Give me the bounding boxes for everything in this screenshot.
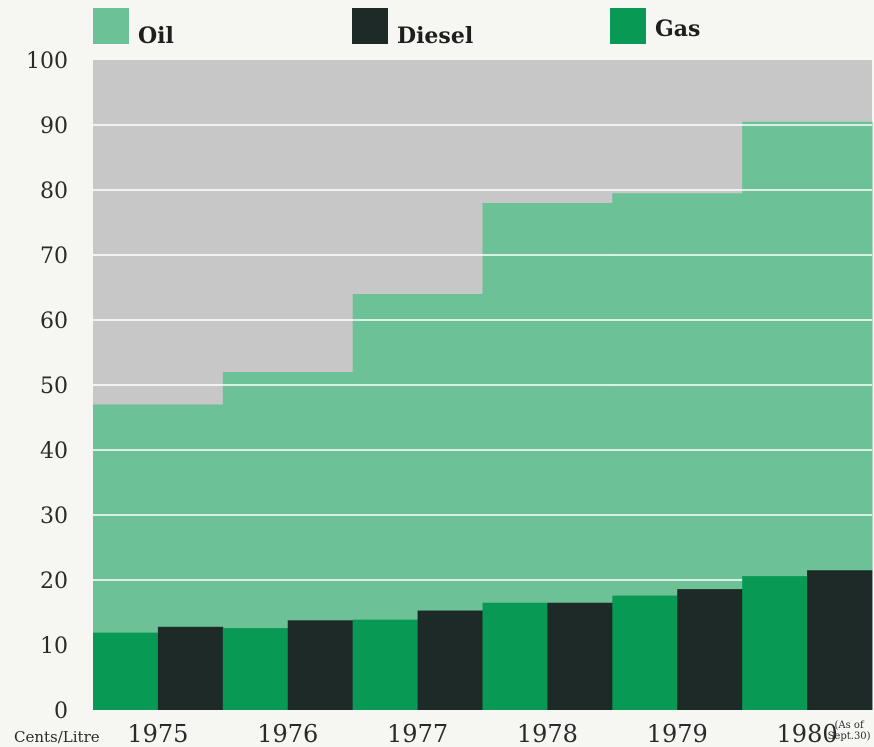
diesel-bar-1975 (157, 626, 224, 710)
gas-bar-1978 (482, 602, 548, 710)
legend: Oil Diesel Gas (93, 8, 700, 49)
gas-bar-1975 (93, 632, 159, 710)
legend-swatch-diesel (352, 8, 388, 44)
diesel-bar-1976 (287, 620, 354, 710)
y-tick-label: 100 (26, 49, 68, 74)
gas-bar-1977 (352, 619, 418, 710)
x-tick-label: 1977 (387, 720, 448, 747)
diesel-bar-1978 (547, 602, 613, 710)
y-tick-label: 40 (40, 439, 68, 464)
x-tick-note: (As of (835, 720, 865, 731)
gas-bar-1979 (612, 595, 678, 710)
gas-bar-1976 (222, 628, 289, 710)
y-tick-label: 60 (40, 309, 68, 334)
gas-bar-1980 (742, 576, 808, 710)
y-axis-unit-label: Cents/Litre (14, 728, 100, 746)
y-tick-label: 70 (40, 244, 68, 269)
diesel-bar-1977 (417, 610, 483, 710)
legend-label-diesel: Diesel (397, 23, 473, 49)
x-tick-label: 1978 (517, 720, 578, 747)
legend-label-gas: Gas (655, 16, 700, 42)
diesel-bar-1979 (677, 589, 743, 710)
legend-swatch-gas (610, 8, 646, 44)
legend-label-oil: Oil (138, 23, 174, 49)
y-tick-label: 90 (40, 114, 68, 139)
x-tick-label: 1980 (777, 720, 838, 747)
x-tick-label: 1976 (257, 720, 318, 747)
legend-swatch-oil (93, 8, 129, 44)
diesel-bar-1980 (807, 570, 873, 710)
x-tick-label: 1975 (127, 720, 188, 747)
y-tick-label: 80 (40, 179, 68, 204)
y-tick-label: 10 (40, 634, 68, 659)
y-tick-label: 50 (40, 374, 68, 399)
x-tick-note: Sept.30) (828, 731, 871, 742)
bar-series (93, 570, 873, 710)
y-tick-label: 20 (40, 569, 68, 594)
x-tick-label: 1979 (647, 720, 708, 747)
y-axis-ticks: 0 10 20 30 40 50 60 70 80 90 100 (26, 49, 68, 724)
y-tick-label: 0 (54, 699, 68, 724)
y-tick-label: 30 (40, 504, 68, 529)
